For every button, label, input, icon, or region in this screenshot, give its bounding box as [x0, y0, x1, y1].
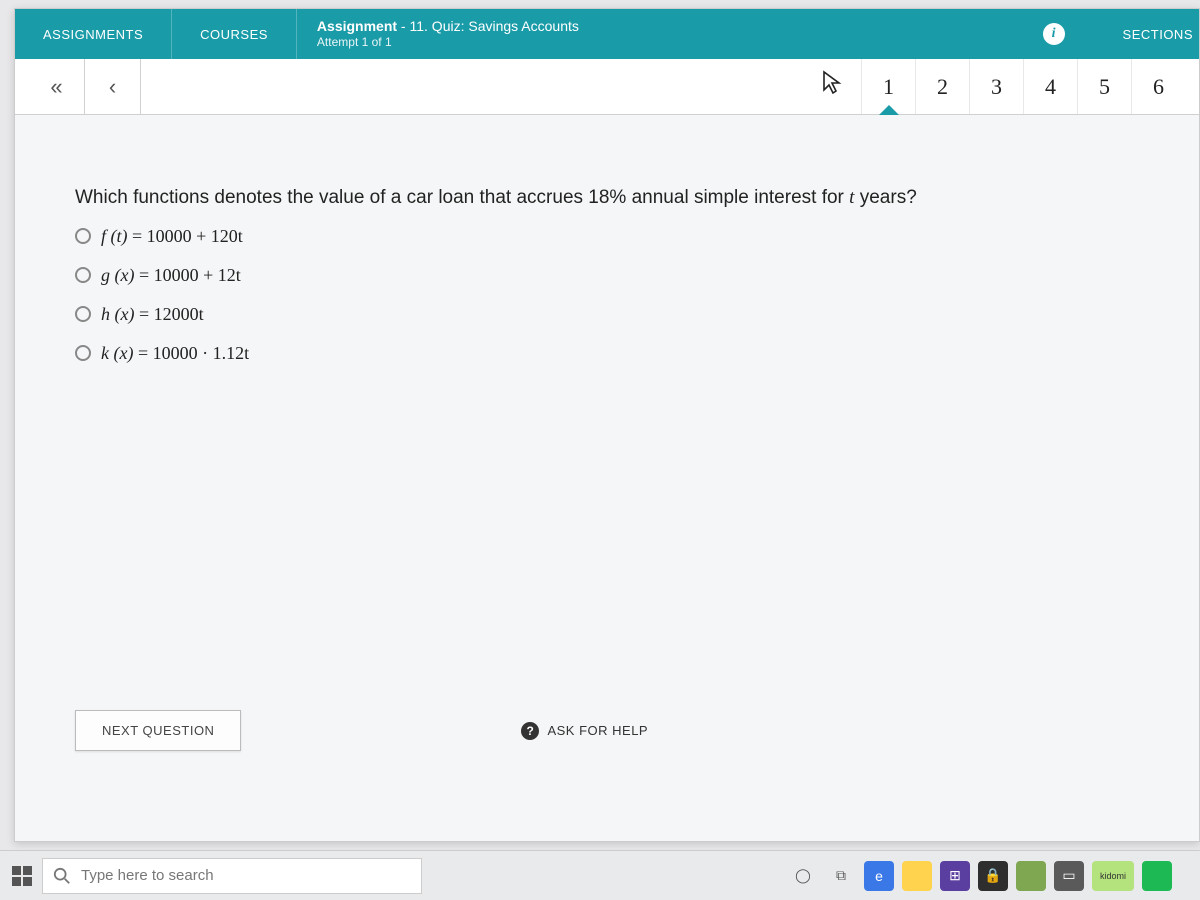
question-body: Which functions denotes the value of a c…: [15, 115, 1199, 394]
info-icon[interactable]: i: [1043, 23, 1065, 45]
attempt-line: Attempt 1 of 1: [317, 35, 1023, 51]
sections-button[interactable]: SECTIONS: [1105, 9, 1199, 59]
question-footer: NEXT QUESTION ? ASK FOR HELP: [15, 710, 1199, 751]
option-b-fn: g (x): [101, 265, 134, 285]
start-button[interactable]: [8, 862, 36, 890]
top-bar: ASSIGNMENTS COURSES Assignment - 11. Qui…: [15, 9, 1199, 59]
taskbar-app-3[interactable]: [902, 861, 932, 891]
option-a-eq: = 10000 + 120t: [128, 226, 243, 246]
tab-courses[interactable]: COURSES: [172, 9, 297, 59]
nav-first-button[interactable]: «: [29, 59, 85, 114]
assignment-info: Assignment - 11. Quiz: Savings Accounts …: [297, 11, 1043, 57]
question-number-6[interactable]: 6: [1131, 59, 1185, 114]
question-number-3[interactable]: 3: [969, 59, 1023, 114]
question-nav: « ‹ 1 2 3 4 5 6: [15, 59, 1199, 115]
next-question-button[interactable]: NEXT QUESTION: [75, 710, 241, 751]
option-c-fn: h (x): [101, 304, 134, 324]
option-b[interactable]: g (x) = 10000 + 12t: [75, 265, 1139, 286]
ask-for-help-button[interactable]: ? ASK FOR HELP: [521, 722, 648, 740]
prompt-prefix: Which functions denotes the value of a c…: [75, 187, 849, 208]
taskbar-search[interactable]: Type here to search: [42, 858, 422, 894]
option-a-fn: f (t): [101, 226, 128, 246]
assignment-label: Assignment: [317, 18, 397, 34]
option-d[interactable]: k (x) = 10000 · 1.12t: [75, 343, 1139, 364]
assignment-title: - 11. Quiz: Savings Accounts: [397, 18, 579, 34]
radio-icon: [75, 267, 91, 283]
question-prompt: Which functions denotes the value of a c…: [75, 185, 1139, 212]
search-icon: [53, 867, 71, 885]
app-window: ASSIGNMENTS COURSES Assignment - 11. Qui…: [14, 8, 1200, 842]
radio-icon: [75, 306, 91, 322]
taskbar-app-0[interactable]: ◯: [788, 861, 818, 891]
option-d-fn: k (x): [101, 343, 133, 363]
cursor-icon: [821, 70, 843, 103]
question-number-4[interactable]: 4: [1023, 59, 1077, 114]
question-number-5[interactable]: 5: [1077, 59, 1131, 114]
taskbar-app-1[interactable]: ⧉: [826, 861, 856, 891]
taskbar-app-6[interactable]: [1016, 861, 1046, 891]
taskbar: Type here to search ◯ ⧉ e ⊞ 🔒 ▭ kidomi: [0, 850, 1200, 900]
radio-icon: [75, 228, 91, 244]
radio-icon: [75, 345, 91, 361]
taskbar-apps: ◯ ⧉ e ⊞ 🔒 ▭ kidomi: [788, 861, 1172, 891]
option-c[interactable]: h (x) = 12000t: [75, 304, 1139, 325]
answer-options: f (t) = 10000 + 120t g (x) = 10000 + 12t…: [75, 226, 1139, 364]
option-c-eq: = 12000t: [134, 304, 203, 324]
question-number-1[interactable]: 1: [861, 59, 915, 114]
option-d-eq: = 10000 · 1.12t: [133, 343, 249, 363]
search-placeholder: Type here to search: [81, 867, 214, 884]
prompt-suffix: years?: [854, 187, 916, 208]
question-number-2[interactable]: 2: [915, 59, 969, 114]
taskbar-app-5[interactable]: 🔒: [978, 861, 1008, 891]
nav-prev-button[interactable]: ‹: [85, 59, 141, 114]
help-icon: ?: [521, 722, 539, 740]
taskbar-app-9[interactable]: [1142, 861, 1172, 891]
taskbar-app-4[interactable]: ⊞: [940, 861, 970, 891]
option-b-eq: = 10000 + 12t: [134, 265, 240, 285]
taskbar-app-8[interactable]: kidomi: [1092, 861, 1134, 891]
taskbar-app-7[interactable]: ▭: [1054, 861, 1084, 891]
help-label: ASK FOR HELP: [547, 723, 648, 738]
tab-assignments[interactable]: ASSIGNMENTS: [15, 9, 172, 59]
option-a[interactable]: f (t) = 10000 + 120t: [75, 226, 1139, 247]
taskbar-app-2[interactable]: e: [864, 861, 894, 891]
